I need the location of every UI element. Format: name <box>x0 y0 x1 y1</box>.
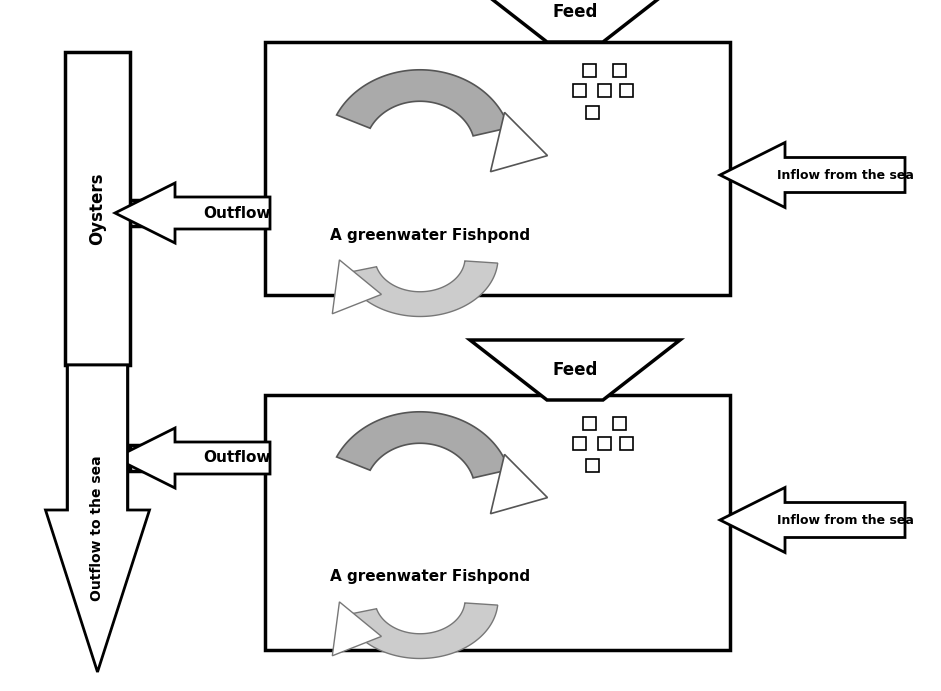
Bar <box>586 459 599 471</box>
Text: Inflow from the sea: Inflow from the sea <box>776 169 914 182</box>
Polygon shape <box>490 113 548 171</box>
Polygon shape <box>337 70 509 136</box>
Text: Outflow: Outflow <box>204 451 271 466</box>
Bar <box>583 417 597 430</box>
Polygon shape <box>490 455 548 513</box>
Bar <box>614 417 627 430</box>
Bar <box>265 42 730 295</box>
Polygon shape <box>332 602 381 656</box>
Bar <box>620 84 633 97</box>
Bar <box>586 106 599 118</box>
Text: Inflow from the sea: Inflow from the sea <box>776 513 914 527</box>
Bar <box>573 437 586 450</box>
Polygon shape <box>470 340 680 400</box>
Bar <box>65 52 130 365</box>
Text: A greenwater Fishpond: A greenwater Fishpond <box>330 227 530 243</box>
Polygon shape <box>720 142 905 207</box>
Bar <box>614 64 627 77</box>
Bar <box>620 437 633 450</box>
Text: Outflow to the sea: Outflow to the sea <box>90 455 104 601</box>
Bar <box>598 84 612 97</box>
Text: Outflow: Outflow <box>204 205 271 220</box>
Bar <box>265 395 730 650</box>
Text: Oysters: Oysters <box>88 172 106 245</box>
Polygon shape <box>720 487 905 553</box>
Polygon shape <box>115 428 270 488</box>
Polygon shape <box>344 261 498 316</box>
Bar <box>130 445 267 471</box>
Text: Feed: Feed <box>552 361 598 379</box>
Bar <box>583 64 597 77</box>
Polygon shape <box>337 412 509 478</box>
Polygon shape <box>470 0 680 42</box>
Polygon shape <box>332 260 381 314</box>
Polygon shape <box>344 603 498 659</box>
Text: A greenwater Fishpond: A greenwater Fishpond <box>330 569 530 585</box>
Text: Feed: Feed <box>552 3 598 21</box>
Polygon shape <box>45 365 150 672</box>
Bar <box>598 437 612 450</box>
Bar <box>130 200 267 226</box>
Bar <box>68 365 127 510</box>
Bar <box>573 84 586 97</box>
Polygon shape <box>115 183 270 243</box>
